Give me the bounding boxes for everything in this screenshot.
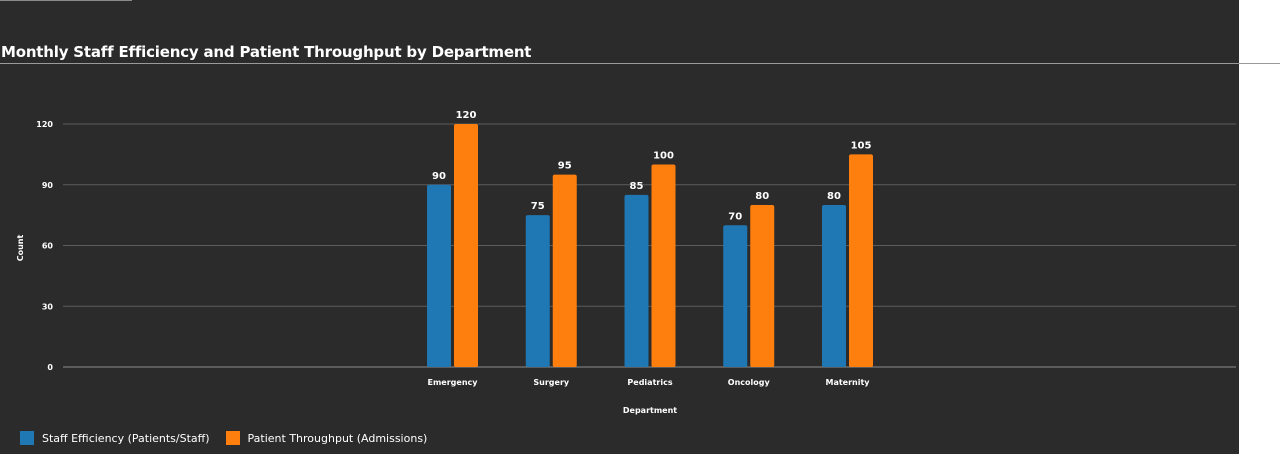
chart-panel: Monthly Staff Efficiency and Patient Thr…: [0, 0, 1239, 454]
bar-patient-throughput[interactable]: [750, 205, 775, 367]
x-tick-label: Oncology: [728, 378, 771, 387]
x-tick-label: Maternity: [825, 378, 870, 387]
legend: Staff Efficiency (Patients/Staff) Patient…: [20, 431, 443, 445]
bar-value-label: 75: [531, 201, 545, 212]
y-tick-label: 30: [42, 302, 54, 311]
title-divider: [0, 63, 1280, 64]
bar-patient-throughput[interactable]: [454, 124, 478, 367]
y-tick-label: 120: [36, 120, 53, 129]
bar-value-label: 100: [653, 151, 674, 162]
bar-value-label: 120: [456, 110, 477, 121]
legend-label: Patient Throughput (Admissions): [247, 431, 428, 445]
bar-value-label: 80: [755, 191, 769, 202]
bar-patient-throughput[interactable]: [552, 174, 577, 367]
y-tick-label: 60: [42, 242, 54, 251]
x-tick-label: Emergency: [428, 378, 479, 387]
bar-value-label: 85: [630, 181, 644, 192]
bar-patient-throughput[interactable]: [651, 164, 676, 368]
bar-value-label: 105: [851, 140, 872, 151]
legend-item[interactable]: Staff Efficiency (Patients/Staff): [20, 431, 210, 445]
bar-patient-throughput[interactable]: [849, 154, 873, 367]
y-tick-label: 0: [47, 363, 53, 372]
bar-chart: 0 30 60 90 120 Count 90 120 Emergency 75 95 Surgery…: [16, 110, 1236, 415]
x-axis-title: Department: [623, 406, 677, 415]
bar-staff-efficiency[interactable]: [624, 194, 649, 367]
legend-swatch: [225, 431, 240, 445]
bar-staff-efficiency[interactable]: [723, 225, 748, 367]
chart-title: Monthly Staff Efficiency and Patient Thr…: [1, 43, 532, 61]
bar-value-label: 80: [827, 191, 841, 202]
bar-value-label: 95: [558, 161, 572, 172]
legend-swatch: [20, 431, 34, 445]
tab-divider: [0, 0, 132, 1]
y-axis-title: Count: [16, 235, 25, 262]
bar-staff-efficiency[interactable]: [427, 184, 451, 367]
x-tick-label: Pediatrics: [627, 378, 672, 387]
x-tick-label: Surgery: [533, 378, 570, 387]
bar-value-label: 90: [432, 171, 446, 182]
bar-staff-efficiency[interactable]: [822, 205, 846, 367]
legend-label: Staff Efficiency (Patients/Staff): [42, 431, 210, 445]
y-tick-label: 90: [42, 181, 54, 190]
bar-staff-efficiency[interactable]: [525, 215, 550, 367]
legend-item[interactable]: Patient Throughput (Admissions): [225, 431, 428, 445]
bar-value-label: 70: [728, 211, 742, 222]
